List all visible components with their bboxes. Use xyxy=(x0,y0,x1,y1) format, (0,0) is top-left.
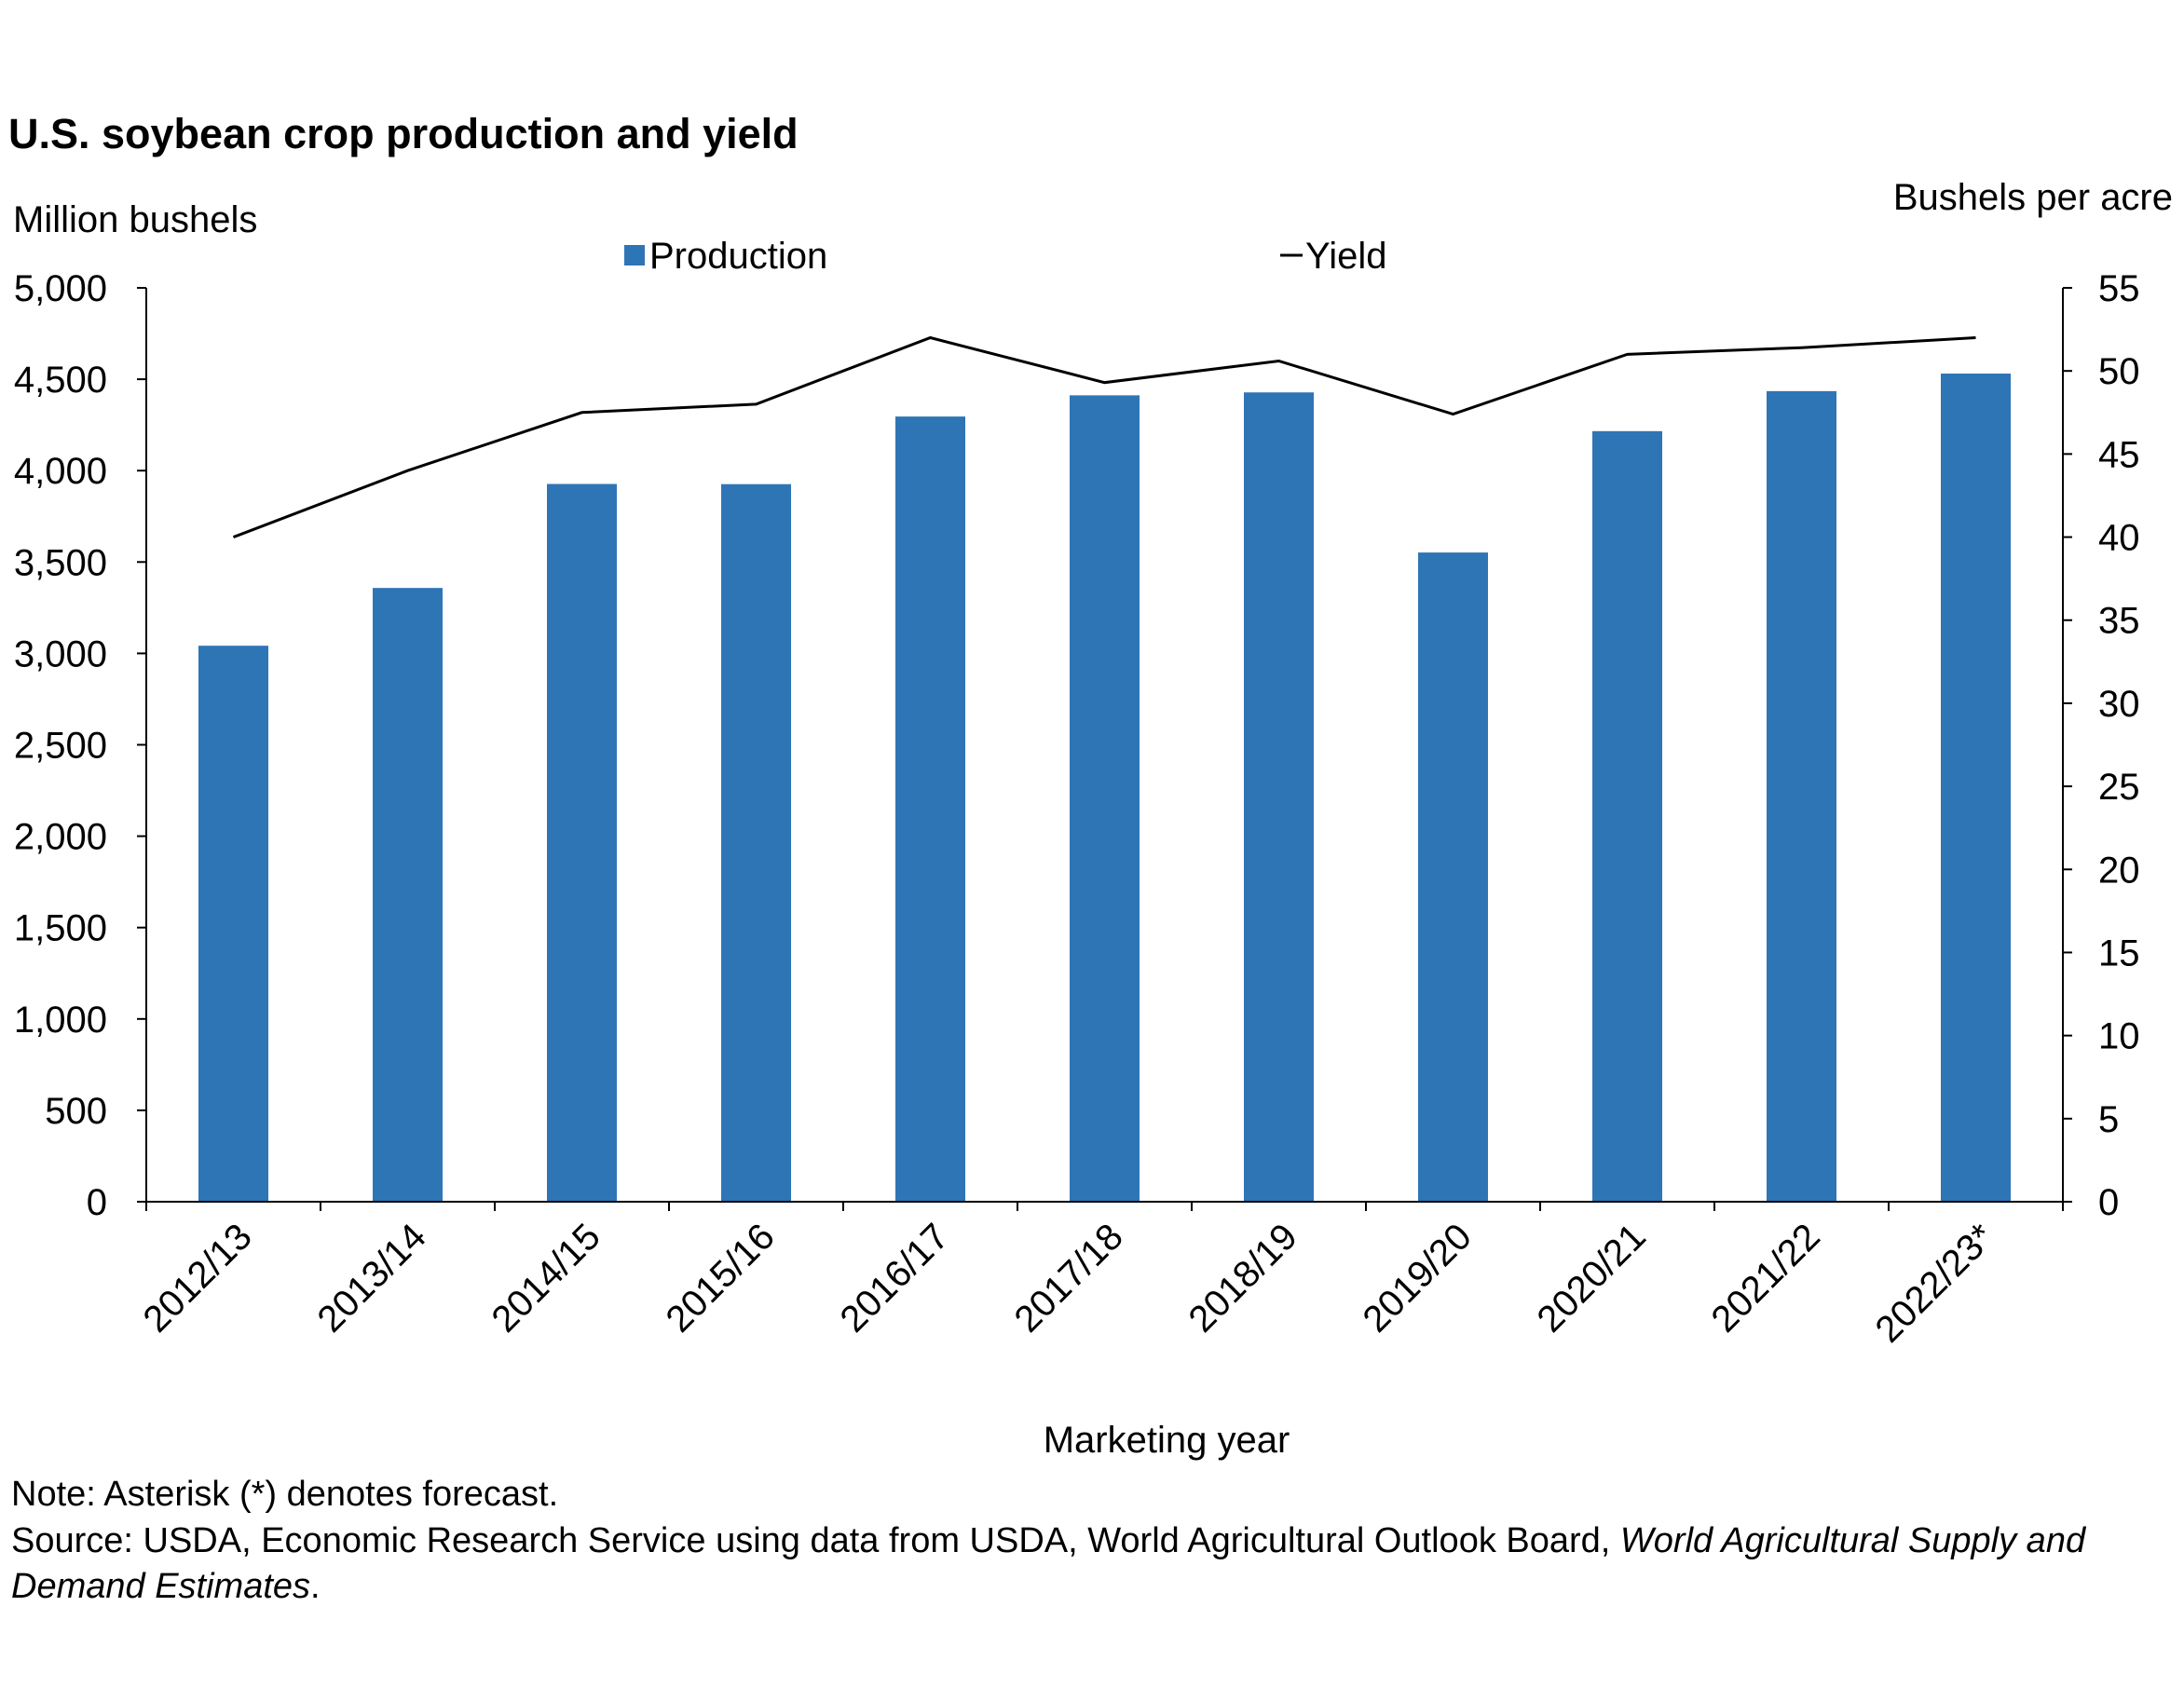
production-bar xyxy=(1767,390,1836,1202)
right-tick-label: 40 xyxy=(2098,518,2140,559)
left-tick-label: 500 xyxy=(45,1091,107,1132)
production-bar xyxy=(373,588,443,1202)
chart-source: Source: USDA, Economic Research Service … xyxy=(11,1518,2145,1610)
production-bar xyxy=(1418,552,1488,1202)
left-tick-label: 1,500 xyxy=(14,908,107,949)
x-tick-label: 2012/13 xyxy=(136,1216,260,1340)
production-bar xyxy=(721,483,791,1202)
right-tick-label: 10 xyxy=(2098,1016,2140,1057)
right-tick-label: 20 xyxy=(2098,850,2140,891)
left-tick-label: 4,000 xyxy=(14,451,107,492)
x-tick-label: 2019/20 xyxy=(1356,1216,1480,1340)
left-tick-label: 3,000 xyxy=(14,633,107,674)
right-tick-label: 0 xyxy=(2098,1182,2119,1223)
legend-production-label: Production xyxy=(649,236,827,277)
left-tick-label: 2,500 xyxy=(14,726,107,767)
production-bar xyxy=(1941,374,2011,1202)
right-tick-label: 25 xyxy=(2098,767,2140,808)
production-bar xyxy=(895,416,965,1203)
right-tick-label: 5 xyxy=(2098,1099,2119,1140)
left-tick-label: 2,000 xyxy=(14,817,107,858)
left-tick-label: 5,000 xyxy=(14,268,107,309)
x-tick-label: 2015/16 xyxy=(659,1216,783,1340)
production-bar xyxy=(547,483,617,1202)
right-tick-label: 45 xyxy=(2098,434,2140,475)
right-tick-label: 30 xyxy=(2098,684,2140,725)
production-bar xyxy=(198,646,268,1202)
right-tick-label: 15 xyxy=(2098,932,2140,973)
right-axis-title: Bushels per acre xyxy=(1892,177,2173,218)
chart-note: Note: Asterisk (*) denotes forecast. xyxy=(11,1475,559,1514)
right-tick-label: 50 xyxy=(2098,351,2140,392)
x-axis-title: Marketing year xyxy=(1043,1420,1290,1461)
x-tick-label: 2013/14 xyxy=(310,1216,434,1340)
left-tick-label: 0 xyxy=(87,1182,107,1223)
x-tick-label: 2020/21 xyxy=(1530,1216,1654,1340)
left-tick-label: 1,000 xyxy=(14,1000,107,1041)
left-tick-label: 3,500 xyxy=(14,542,107,583)
legend-yield-label: Yield xyxy=(1305,236,1386,277)
source-suffix: . xyxy=(310,1567,321,1606)
x-tick-label: 2016/17 xyxy=(833,1216,957,1340)
x-tick-label: 2017/18 xyxy=(1007,1216,1131,1340)
x-tick-label: 2018/19 xyxy=(1181,1216,1305,1340)
production-bar xyxy=(1592,430,1662,1202)
x-tick-label: 2014/15 xyxy=(485,1216,608,1340)
right-tick-label: 35 xyxy=(2098,601,2140,642)
legend-production-swatch xyxy=(624,245,645,265)
source-text: Source: USDA, Economic Research Service … xyxy=(11,1521,1611,1560)
x-tick-label: 2022/23* xyxy=(1868,1216,2002,1350)
yield-line xyxy=(232,335,1976,538)
right-tick-label: 55 xyxy=(2098,268,2140,309)
production-bar xyxy=(1244,392,1314,1202)
chart-title: U.S. soybean crop production and yield xyxy=(8,110,799,157)
left-axis-title: Million bushels xyxy=(13,199,258,240)
x-tick-label: 2021/22 xyxy=(1704,1216,1828,1340)
left-tick-label: 4,500 xyxy=(14,360,107,401)
source-publication: World Agricultural Supply and Demand Est… xyxy=(11,1521,2086,1606)
production-bar xyxy=(1070,395,1140,1202)
